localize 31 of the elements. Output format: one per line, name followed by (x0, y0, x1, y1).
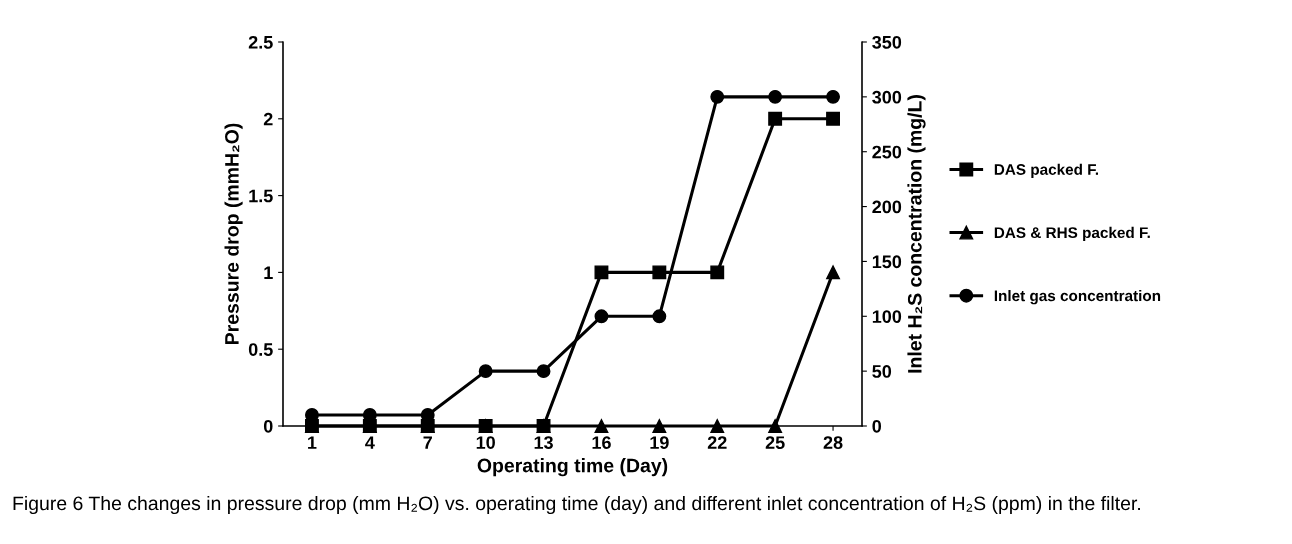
x-tick-label: 7 (423, 436, 432, 449)
x-tick-label: 16 (592, 436, 611, 449)
x-tick-label: 22 (707, 436, 727, 449)
y-tick-label: 0 (263, 419, 273, 433)
legend-label: Inlet gas concentration (994, 289, 1161, 305)
x-axis-title: Operating time (Day) (477, 458, 668, 477)
y2-tick-label: 300 (872, 90, 902, 104)
x-tick-label: 25 (765, 436, 785, 449)
x-tick-label: 19 (650, 436, 669, 449)
y-tick-label: 0.5 (248, 343, 273, 356)
y-axis-title: Pressure drop (mmH₂O) (224, 123, 243, 344)
legend-label: DAS & RHS packed F. (994, 226, 1150, 242)
y2-tick-label: 0 (872, 419, 882, 433)
legend-label: DAS packed F. (994, 163, 1099, 178)
y-tick-label: 2.5 (248, 35, 273, 49)
x-tick-label: 28 (823, 436, 843, 449)
y2-tick-label: 250 (872, 145, 902, 159)
y2-tick-label: 150 (872, 255, 902, 269)
y-tick-label: 2 (263, 112, 273, 126)
y2-tick-label: 50 (872, 365, 892, 378)
y2-tick-label: 100 (872, 310, 902, 324)
x-tick-label: 4 (365, 436, 375, 449)
x-tick-label: 10 (476, 436, 495, 449)
x-tick-label: 13 (534, 436, 553, 450)
caption: Figure 6 The changes in pressure drop (mm H₂O) vs. operating time (day) and different inlet concentration of H₂S (ppm) in the filter. (13, 495, 1140, 515)
y-tick-label: 1.5 (249, 189, 273, 203)
y-tick-label: 1 (264, 266, 273, 279)
y2-tick-label: 350 (872, 35, 902, 49)
y2-tick-label: 200 (872, 200, 902, 214)
y2-axis-title: Inlet H₂S concentration (mg/L) (907, 95, 926, 373)
x-tick-label: 1 (308, 436, 317, 449)
